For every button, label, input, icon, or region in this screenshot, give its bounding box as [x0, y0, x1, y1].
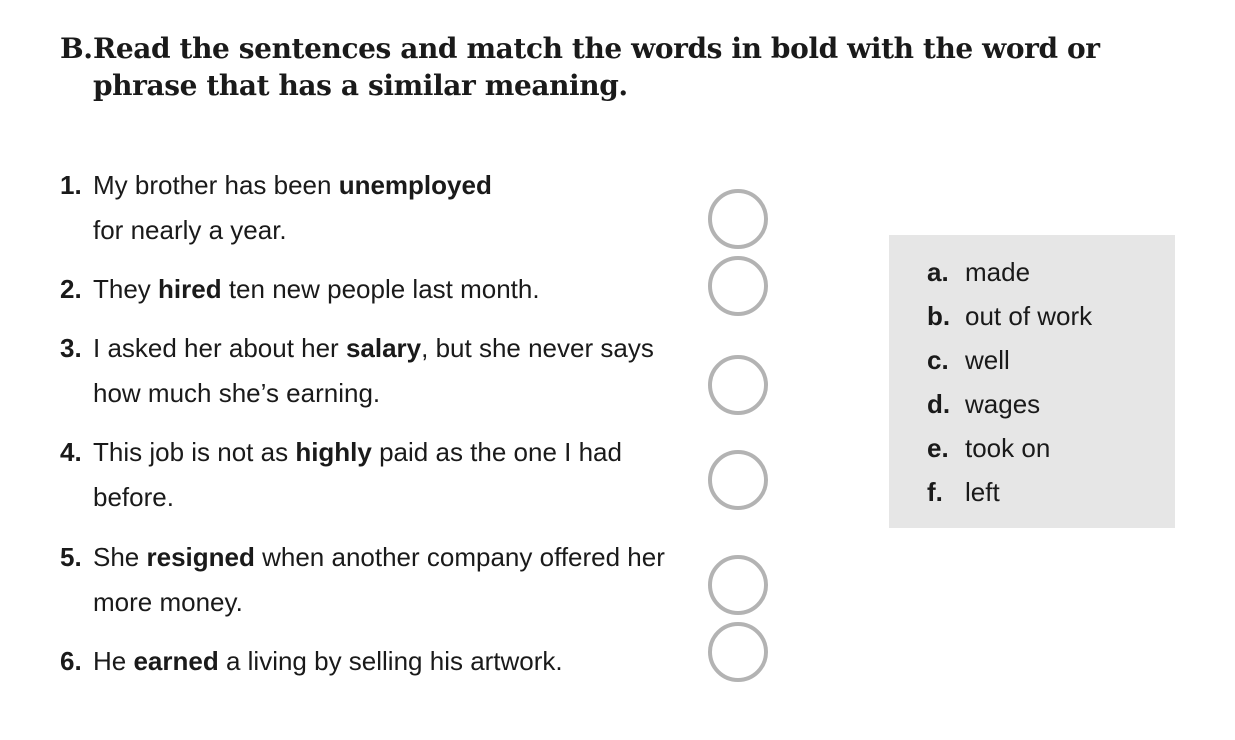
bold-keyword: unemployed: [338, 170, 492, 200]
item-number: 6.: [60, 646, 82, 676]
answer-circle-1[interactable]: [708, 189, 768, 249]
sentence-text: This job is not as highly paid as the on…: [93, 437, 622, 512]
bold-keyword: resigned: [146, 542, 255, 572]
answer-options-list: a. made b. out of work c. well d. wages e. to…: [927, 250, 1092, 514]
item-number: 1.: [60, 170, 82, 200]
answer-option-a: a. made: [927, 257, 1031, 287]
item-number: 3.: [60, 333, 82, 363]
answer-circle-4[interactable]: [708, 450, 768, 510]
sentence-item-2: 2. They hired ten new people last month.: [60, 267, 680, 312]
answer-option-c: c. well: [927, 345, 1010, 375]
sentence-text: She resigned when another company offere…: [93, 542, 665, 617]
bold-keyword: hired: [158, 274, 222, 304]
sentence-item-5: 5. She resigned when another company off…: [60, 535, 680, 625]
exercise-instructions: Read the sentences and match the words i…: [93, 32, 1100, 102]
answer-circle-2[interactable]: [708, 256, 768, 316]
sentence-text: They hired ten new people last month.: [93, 274, 540, 304]
answer-circle-5[interactable]: [708, 555, 768, 615]
exercise-heading: B. Read the sentences and match the word…: [60, 30, 1140, 104]
bold-keyword: earned: [133, 646, 219, 676]
answer-option-b: b. out of work: [927, 301, 1093, 331]
item-number: 4.: [60, 437, 82, 467]
sentence-item-3: 3. I asked her about her salary, but she…: [60, 326, 680, 416]
bold-keyword: salary: [345, 333, 422, 363]
answer-options-box: a. made b. out of work c. well d. wages e. to…: [889, 235, 1175, 528]
sentence-text: I asked her about her salary, but she ne…: [93, 333, 654, 408]
answer-option-f: f. left: [927, 477, 1000, 507]
sentence-text: He earned a living by selling his artwor…: [93, 646, 563, 676]
sentence-item-1: 1. My brother has been unemployed for ne…: [60, 163, 680, 253]
item-number: 5.: [60, 542, 82, 572]
item-number: 2.: [60, 274, 82, 304]
sentence-item-4: 4. This job is not as highly paid as the…: [60, 430, 680, 520]
bold-keyword: highly: [295, 437, 372, 467]
exercise-letter: B.: [60, 32, 93, 65]
answer-circle-6[interactable]: [708, 622, 768, 682]
answer-option-e: e. took on: [927, 433, 1051, 463]
sentence-text: My brother has been unemployed for nearl…: [93, 170, 492, 245]
answer-option-d: d. wages: [927, 389, 1041, 419]
answer-circle-3[interactable]: [708, 355, 768, 415]
sentence-item-6: 6. He earned a living by selling his art…: [60, 639, 680, 684]
